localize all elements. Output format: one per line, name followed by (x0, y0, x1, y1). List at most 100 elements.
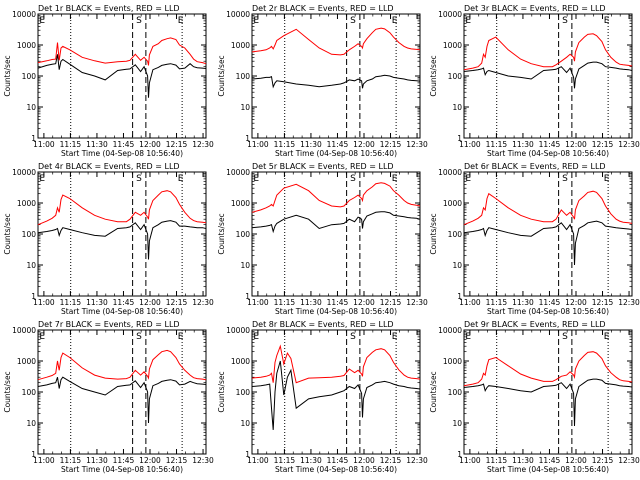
y-tick-label: 1000 (443, 41, 462, 50)
y-tick-label: 10000 (226, 326, 250, 335)
x-tick-label: 11:15 (274, 140, 296, 149)
y-tick-label: 10000 (12, 168, 36, 177)
x-tick-label: 11:00 (247, 298, 269, 307)
y-tick-label: 10000 (226, 10, 250, 19)
x-tick-label: 11:45 (539, 140, 561, 149)
x-tick-label: 11:30 (300, 298, 322, 307)
event-marker-label: E (465, 174, 471, 184)
x-tick-label: 11:00 (247, 140, 269, 149)
x-tick-label: 11:15 (274, 456, 296, 465)
x-tick-label: 12:15 (166, 298, 188, 307)
y-tick-label: 100 (448, 230, 463, 239)
series-line-events (251, 211, 421, 234)
chart-title: Det 6r BLACK = Events, RED = LLD (464, 162, 606, 171)
y-tick-label: 1000 (231, 41, 250, 50)
chart-title: Det 7r BLACK = Events, RED = LLD (38, 320, 180, 329)
y-tick-label: 100 (22, 388, 37, 397)
x-tick-label: 12:30 (406, 456, 428, 465)
y-tick-label: 10000 (226, 168, 250, 177)
x-tick-label: 12:00 (139, 298, 161, 307)
y-tick-label: 1000 (17, 357, 36, 366)
series-line-lld (463, 351, 633, 387)
y-tick-label: 100 (22, 72, 37, 81)
x-tick-label: 12:00 (139, 456, 161, 465)
x-tick-label: 12:00 (353, 298, 375, 307)
y-tick-label: 10 (452, 419, 462, 428)
x-axis-label: Start Time (04-Sep-08 10:56:40) (275, 149, 397, 158)
event-marker-label: E (392, 174, 398, 184)
x-tick-label: 11:30 (86, 140, 108, 149)
y-axis-label: Counts/sec (3, 213, 12, 254)
x-tick-label: 12:30 (192, 140, 214, 149)
x-tick-label: 11:30 (86, 456, 108, 465)
x-axis-label: Start Time (04-Sep-08 10:56:40) (487, 149, 609, 158)
y-tick-label: 10000 (12, 326, 36, 335)
plot-frame (37, 329, 207, 455)
x-tick-label: 11:30 (300, 456, 322, 465)
x-tick-label: 11:45 (327, 140, 349, 149)
event-marker-label: E (465, 332, 471, 342)
series-line-events (37, 376, 207, 424)
y-axis-label: Counts/sec (3, 55, 12, 96)
x-tick-label: 11:15 (486, 140, 508, 149)
y-axis-label: Counts/sec (217, 213, 226, 254)
chart-panel-2: Det 2r BLACK = Events, RED = LLD 1 10 100 10… (217, 4, 428, 158)
chart-panel-8: Det 8r BLACK = Events, RED = LLD 1 10 100 10… (217, 320, 428, 474)
event-marker-label: E (178, 174, 184, 184)
y-tick-label: 100 (236, 388, 251, 397)
event-marker-label: E (392, 16, 398, 26)
x-tick-label: 12:00 (353, 456, 375, 465)
series-line-lld (37, 190, 207, 226)
series-line-lld (463, 33, 633, 71)
x-tick-label: 11:00 (33, 140, 55, 149)
event-marker-label: E (253, 174, 259, 184)
chart-title: Det 9r BLACK = Events, RED = LLD (464, 320, 606, 329)
y-tick-label: 1 (457, 292, 462, 301)
y-axis-label: Counts/sec (429, 371, 438, 412)
x-tick-label: 12:15 (380, 140, 402, 149)
y-tick-label: 1 (31, 292, 36, 301)
series-line-lld (37, 37, 207, 66)
x-tick-label: 11:15 (486, 298, 508, 307)
x-tick-label: 11:15 (274, 298, 296, 307)
x-tick-label: 11:45 (327, 298, 349, 307)
chart-panel-5: Det 5r BLACK = Events, RED = LLD 1 10 100 10… (217, 162, 428, 316)
y-tick-label: 1 (31, 134, 36, 143)
event-marker-label: S (136, 174, 142, 184)
event-marker-label: E (39, 332, 45, 342)
y-tick-label: 10 (26, 419, 36, 428)
chart-panel-7: Det 7r BLACK = Events, RED = LLD 1 10 100 10… (3, 320, 214, 474)
x-tick-label: 11:15 (60, 298, 82, 307)
x-tick-label: 11:45 (539, 298, 561, 307)
y-tick-label: 1 (245, 450, 250, 459)
y-tick-label: 100 (236, 72, 251, 81)
chart-title: Det 4r BLACK = Events, RED = LLD (38, 162, 180, 171)
y-tick-label: 1 (457, 134, 462, 143)
x-tick-label: 12:00 (565, 456, 587, 465)
series-line-events (463, 61, 633, 89)
y-tick-label: 10 (452, 103, 462, 112)
y-tick-label: 10000 (438, 10, 462, 19)
x-tick-label: 12:00 (139, 140, 161, 149)
chart-title: Det 3r BLACK = Events, RED = LLD (464, 4, 606, 13)
x-axis-label: Start Time (04-Sep-08 10:56:40) (487, 307, 609, 316)
x-tick-label: 12:00 (353, 140, 375, 149)
x-tick-label: 11:30 (86, 298, 108, 307)
event-marker-label: S (562, 174, 568, 184)
x-tick-label: 12:00 (565, 140, 587, 149)
x-tick-label: 11:00 (459, 298, 481, 307)
event-marker-label: E (39, 16, 45, 26)
x-tick-label: 11:45 (113, 298, 135, 307)
series-line-events (463, 220, 633, 266)
x-tick-label: 11:45 (539, 456, 561, 465)
y-axis-label: Counts/sec (217, 55, 226, 96)
chart-panel-1: Det 1r BLACK = Events, RED = LLD 1 10 100 10… (3, 4, 214, 158)
x-tick-label: 11:30 (512, 140, 534, 149)
plot-frame (251, 171, 421, 297)
event-marker-label: S (562, 16, 568, 26)
chart-title: Det 2r BLACK = Events, RED = LLD (252, 4, 394, 13)
y-tick-label: 1 (245, 292, 250, 301)
x-tick-label: 12:15 (380, 456, 402, 465)
x-tick-label: 12:15 (166, 456, 188, 465)
plot-frame (37, 171, 207, 297)
